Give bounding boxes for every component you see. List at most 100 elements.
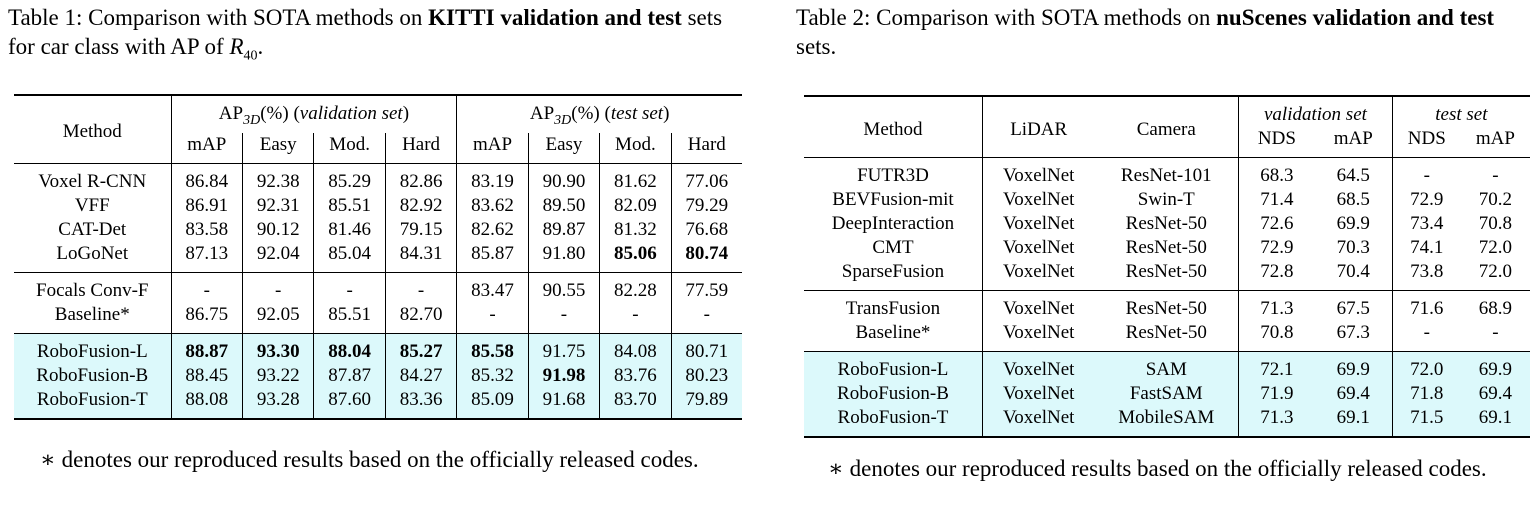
- value-cell: -: [313, 271, 386, 303]
- camera-cell: ResNet-50: [1094, 290, 1239, 321]
- col-header: Hard: [670, 132, 742, 164]
- method-cell: Voxel R-CNN: [14, 162, 172, 194]
- value-cell: 71.9: [1238, 382, 1315, 406]
- lidar-cell: VoxelNet: [981, 260, 1095, 291]
- table-row: Baseline* VoxelNet ResNet-50 70.8 67.3- -: [804, 321, 1530, 352]
- value-cell: 70.8: [1478, 213, 1512, 234]
- value-cell: 77.59: [670, 271, 742, 303]
- table-row: Voxel R-CNN 86.84 92.38 85.29 82.86 83.19 90.9…: [14, 162, 742, 194]
- method-cell: DeepInteraction: [831, 213, 955, 234]
- value-cell: 72.8: [1238, 260, 1315, 291]
- table-row: Focals Conv-F - - - -83.47 90.55 82.28 77.59: [14, 271, 742, 303]
- value-cell: 88.08: [170, 387, 243, 420]
- value-cell: 92.31: [241, 193, 314, 218]
- value-cell: 80.71: [670, 332, 742, 364]
- value-cell: 85.58: [456, 332, 529, 364]
- value-cell: 83.19: [456, 162, 529, 194]
- value-cell: 72.0: [1478, 237, 1512, 258]
- value-cell: 81.46: [313, 217, 386, 242]
- value-cell: 93.22: [241, 363, 314, 388]
- value-cell: 82.28: [599, 271, 672, 303]
- table-row: BEVFusion-mit VoxelNet Swin-T 71.4 68.5 72.9 7…: [804, 188, 1530, 212]
- value-cell: -: [1391, 157, 1461, 188]
- lidar-cell: VoxelNet: [981, 290, 1095, 321]
- table-row: CAT-Det 83.58 90.12 81.46 79.15 82.62 89.87 81.…: [14, 217, 742, 242]
- value-cell: 74.1: [1391, 236, 1461, 260]
- value-cell: 83.76: [599, 363, 672, 388]
- camera-cell: FastSAM: [1094, 382, 1239, 406]
- value-cell: -: [599, 302, 672, 334]
- value-cell: 82.70: [384, 302, 457, 334]
- value-cell: 73.4: [1391, 212, 1461, 236]
- method-cell: RoboFusion-B: [14, 363, 172, 388]
- value-cell: 72.9: [1238, 236, 1315, 260]
- value-cell: 83.70: [599, 387, 672, 420]
- table-row: RoboFusion-T VoxelNet MobileSAM 71.3 69.1 71.…: [804, 406, 1530, 438]
- value-cell: 85.04: [313, 241, 386, 273]
- lidar-cell: VoxelNet: [981, 406, 1095, 438]
- value-cell: -: [241, 271, 314, 303]
- table-row: LoGoNet 87.13 92.04 85.04 84.31 85.87 91.80 85.…: [14, 241, 742, 273]
- col-header: Mod.: [313, 132, 386, 164]
- table1-header: Method AP3D(%) (validation set) AP3D(%) …: [14, 93, 742, 164]
- value-cell: 80.74: [670, 241, 742, 273]
- value-cell: 83.58: [170, 217, 243, 242]
- value-cell: 88.87: [170, 332, 243, 364]
- value-cell: 71.5: [1391, 406, 1461, 438]
- value-cell: 85.09: [456, 387, 529, 420]
- camera-cell: SAM: [1094, 351, 1239, 382]
- value-cell: 69.1: [1460, 406, 1530, 438]
- col-header: NDS: [1391, 127, 1461, 158]
- col-header: Hard: [384, 132, 457, 164]
- value-cell: 86.91: [170, 193, 243, 218]
- value-cell: 92.38: [241, 162, 314, 194]
- col-header-lidar: LiDAR: [981, 95, 1095, 158]
- lidar-cell: VoxelNet: [981, 382, 1095, 406]
- table-row: RoboFusion-B 88.45 93.22 87.87 84.27 85.32 91.…: [14, 363, 742, 388]
- value-cell: 69.4: [1314, 382, 1393, 406]
- value-cell: 82.86: [384, 162, 457, 194]
- value-cell: 76.68: [670, 217, 742, 242]
- value-cell: 81.62: [599, 162, 672, 194]
- table1-caption: Table 1: Comparison with SOTA methods on…: [8, 5, 723, 64]
- table2-caption: Table 2: Comparison with SOTA methods on…: [796, 5, 1495, 59]
- lidar-cell: VoxelNet: [981, 157, 1095, 188]
- value-cell: 84.27: [384, 363, 457, 388]
- table1-body: Voxel R-CNN 86.84 92.38 85.29 82.86 83.19 90.9…: [14, 162, 742, 420]
- camera-cell: ResNet-101: [1094, 157, 1239, 188]
- value-cell: 93.30: [241, 332, 314, 364]
- value-cell: 70.3: [1336, 237, 1370, 258]
- col-header: Mod.: [599, 132, 672, 164]
- value-cell: 85.32: [456, 363, 529, 388]
- value-cell: 85.06: [599, 241, 672, 273]
- value-cell: 83.47: [456, 271, 529, 303]
- lidar-cell: VoxelNet: [981, 351, 1095, 382]
- value-cell: -: [1391, 321, 1461, 352]
- table2-column-row: NDS mAP NDS mAP: [804, 127, 1530, 158]
- table-row: TransFusion VoxelNet ResNet-50 71.3 67.5 71.6…: [804, 290, 1530, 321]
- value-cell: 64.5: [1314, 157, 1393, 188]
- col-header-camera: Camera: [1094, 95, 1239, 158]
- table2: Method LiDAR Camera validation set test …: [804, 95, 1530, 438]
- camera-cell: ResNet-50: [1125, 237, 1207, 258]
- value-cell: -: [456, 302, 529, 334]
- camera-cell: ResNet-50: [1125, 322, 1207, 343]
- lidar-cell: VoxelNet: [981, 212, 1095, 236]
- table-row: FUTR3D VoxelNet ResNet-101 68.3 64.5- -: [804, 157, 1530, 188]
- value-cell: 90.55: [527, 271, 600, 303]
- col-group-validation: validation set: [1238, 95, 1393, 127]
- value-cell: 93.28: [241, 387, 314, 420]
- value-cell: 72.0: [1478, 261, 1512, 282]
- value-cell: 71.3: [1238, 406, 1315, 438]
- table2-footnote: ∗ denotes our reproduced results based on…: [828, 456, 1487, 481]
- table1-section: Table 1: Comparison with SOTA methods on…: [8, 0, 748, 472]
- value-cell: 72.9: [1391, 188, 1461, 212]
- col-header: mAP: [170, 132, 243, 164]
- table-row: DeepInteraction VoxelNet ResNet-50 72.6 69.9…: [804, 212, 1530, 236]
- value-cell: 82.92: [384, 193, 457, 218]
- value-cell: 71.4: [1238, 188, 1315, 212]
- value-cell: 83.36: [384, 387, 457, 420]
- col-group-test: AP3D(%) (test set): [456, 94, 742, 133]
- value-cell: -: [527, 302, 600, 334]
- value-cell: 82.62: [456, 217, 529, 242]
